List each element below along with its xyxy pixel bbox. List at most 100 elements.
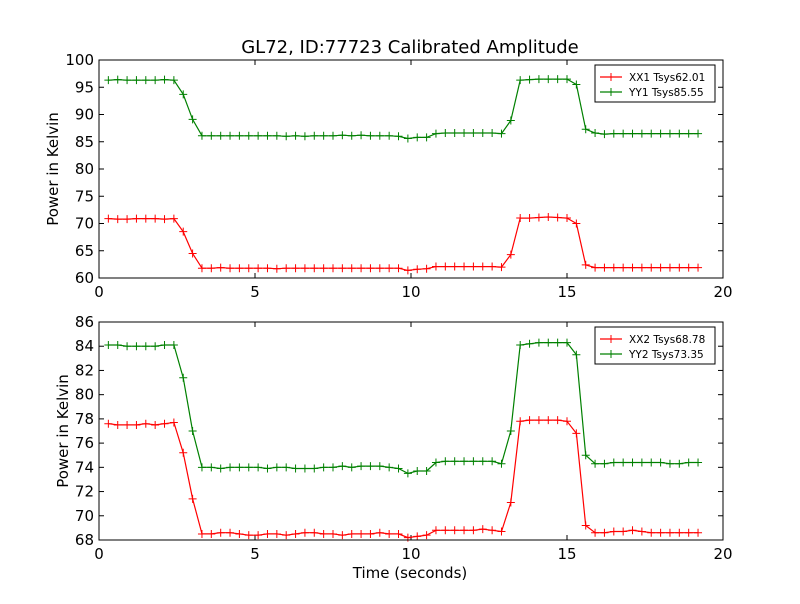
data-point [516, 341, 525, 350]
data-point [497, 459, 506, 468]
data-point [104, 419, 113, 428]
data-point [160, 215, 169, 224]
top-axes: 0 5 10 15 20 60 65 70 75 80 85 90 95 100 Power in Kelv… [44, 51, 733, 301]
data-point [188, 115, 197, 124]
data-point [403, 469, 412, 478]
y-tick-label: 70 [75, 507, 94, 525]
data-point [375, 462, 384, 471]
legend-marker [607, 88, 615, 96]
data-point [104, 341, 113, 350]
y-tick-label: 100 [65, 51, 94, 69]
data-point [300, 132, 309, 141]
data-point [525, 339, 534, 348]
data-point [591, 528, 600, 537]
data-point [366, 529, 375, 538]
data-point [506, 116, 515, 125]
data-point [291, 131, 300, 140]
data-point [488, 457, 497, 466]
data-point [441, 526, 450, 535]
data-point [506, 427, 515, 435]
data-point [282, 132, 291, 141]
data-point [141, 342, 150, 351]
y-tick-label: 95 [75, 78, 94, 96]
data-point [310, 464, 319, 473]
data-point [656, 263, 665, 272]
data-point [132, 76, 141, 85]
legend-box [594, 64, 716, 103]
data-point [647, 129, 656, 138]
data-point [441, 129, 450, 138]
data-point [188, 494, 197, 503]
data-point [656, 458, 665, 467]
x-tick-label: 20 [713, 545, 732, 563]
data-point [291, 264, 300, 273]
data-point [254, 463, 263, 472]
data-point [385, 131, 394, 140]
data-point [319, 529, 328, 538]
data-point [553, 75, 562, 84]
data-point [591, 129, 600, 138]
data-point [600, 263, 609, 272]
data-point [516, 76, 525, 85]
data-point [197, 529, 206, 538]
data-point [553, 338, 562, 347]
data-point [197, 463, 206, 472]
data-point [647, 263, 656, 272]
series-line [108, 78, 698, 140]
data-point [141, 76, 150, 85]
data-point [338, 462, 347, 471]
data-point [357, 264, 366, 273]
data-point [366, 131, 375, 140]
data-point [113, 341, 122, 350]
data-point [113, 215, 122, 224]
data-point [628, 129, 637, 138]
data-point [347, 131, 356, 140]
data-point [563, 214, 571, 223]
data-point [394, 132, 403, 141]
y-tick-label: 72 [75, 483, 94, 501]
data-point [600, 459, 609, 468]
x-tick-label: 15 [557, 545, 576, 563]
y-tick-label: 84 [75, 337, 94, 355]
data-point [151, 342, 160, 351]
data-point [263, 529, 272, 538]
data-point [160, 75, 169, 84]
legend-marker [607, 73, 615, 81]
data-point [544, 212, 553, 221]
data-point [413, 265, 422, 274]
data-point [675, 528, 684, 537]
series-line [108, 216, 698, 272]
y-tick-label: 70 [75, 215, 94, 233]
data-point [478, 129, 487, 138]
y-tick-label: 78 [75, 410, 94, 428]
data-point [329, 131, 337, 140]
data-point [244, 131, 253, 140]
data-point [169, 341, 178, 350]
data-point [637, 527, 646, 536]
data-point [694, 263, 703, 272]
data-point [675, 263, 684, 272]
data-point [329, 529, 337, 538]
data-point [488, 129, 497, 138]
data-point [291, 464, 300, 473]
data-point [310, 528, 319, 537]
data-point [151, 214, 160, 223]
data-point [216, 131, 225, 140]
data-point [385, 463, 394, 472]
data-point [619, 527, 628, 536]
data-point [104, 214, 113, 223]
data-point [282, 463, 291, 472]
data-point [460, 457, 469, 466]
data-point [637, 129, 646, 138]
data-point [619, 458, 628, 467]
data-point [460, 129, 469, 138]
data-point [563, 417, 571, 426]
y-tick-label: 86 [75, 313, 94, 331]
x-tick-label: 15 [557, 283, 576, 301]
data-point [647, 528, 656, 537]
data-point [338, 264, 347, 273]
data-point [235, 131, 244, 140]
data-point [263, 464, 272, 473]
data-point [375, 131, 384, 140]
data-point [357, 529, 366, 538]
